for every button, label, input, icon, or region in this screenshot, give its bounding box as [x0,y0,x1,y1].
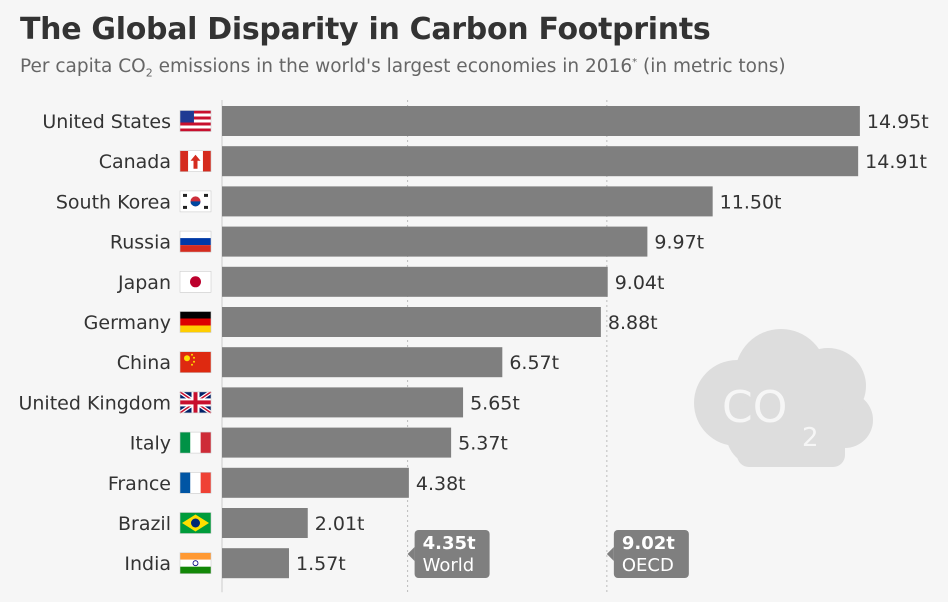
bar-row-russia: Russia 9.97t [110,226,704,257]
bar-row-france: France 4.38t [108,467,466,498]
bar-row-china: China 6.57t [117,347,559,378]
flag-kr-icon [179,190,212,213]
bar-row-brazil: Brazil 2.01t [118,508,365,538]
value-label-france: 4.38t [416,473,466,495]
bar-russia [222,226,648,257]
bar-canada [222,146,859,177]
chart-layer: United States 14.95t Canada 14.91t South Kor… [18,100,929,593]
bar-south-korea [222,186,713,217]
bar-row-south-korea: South Korea 11.50t [56,186,782,217]
value-label-japan: 9.04t [615,272,665,294]
category-label-india: India [124,553,171,575]
bar-japan [222,266,608,297]
bar-germany [222,307,601,337]
category-label-russia: Russia [110,232,171,254]
category-label-japan: Japan [117,272,171,294]
value-label-united-states: 14.95t [867,111,929,133]
reference-callout-name-world: World [423,555,475,576]
value-label-italy: 5.37t [458,433,508,455]
flag-de-icon [179,311,212,333]
category-label-france: France [108,473,171,495]
flag-br-icon [179,512,212,534]
flag-ca-icon [179,150,212,172]
subtitle-text-middle: emissions in the world's largest economi… [152,56,633,77]
value-label-germany: 8.88t [608,312,658,334]
reference-callout-pointer-oecd [606,547,614,561]
reference-callout-box-oecd [613,530,689,578]
bar-row-united-kingdom: United Kingdom 5.65t [18,387,520,418]
flag-ru-icon [179,230,212,253]
bar-row-italy: Italy 5.37t [130,427,508,458]
bar-row-india: India 1.57t [124,548,346,579]
bar-india [222,548,289,579]
value-label-russia: 9.97t [654,232,704,254]
bar-united-kingdom [222,387,464,418]
value-label-united-kingdom: 5.65t [470,392,520,414]
cloud-icon-co-label: CO [722,382,787,433]
bar-row-japan: Japan 9.04t [117,266,665,297]
subtitle-subscript: 2 [145,66,153,80]
flag-fr-icon [179,471,212,494]
subtitle-text-end: (in metric tons) [637,56,786,77]
chart-title: The Global Disparity in Carbon Footprint… [20,12,711,47]
category-label-united-states: United States [42,111,171,133]
value-label-brazil: 2.01t [315,513,365,535]
bar-italy [222,427,452,458]
bar-china [222,347,503,378]
bar-row-united-states: United States 14.95t [42,106,929,136]
category-label-south-korea: South Korea [56,191,171,213]
flag-gb-icon [178,390,213,415]
flag-in-icon [179,552,212,575]
flag-it-icon [179,431,212,454]
cloud-icon-subscript-label: 2 [802,423,819,453]
bar-row-germany: Germany 8.88t [84,307,658,337]
flag-jp-icon [179,270,212,293]
bar-france [222,467,409,498]
value-label-canada: 14.91t [865,151,927,173]
subtitle-superscript: * [632,56,638,68]
value-label-south-korea: 11.50t [720,191,782,213]
reference-callout-value-world: 4.35t [423,533,476,554]
category-label-germany: Germany [84,312,171,334]
value-label-china: 6.57t [509,352,559,374]
category-label-brazil: Brazil [118,513,171,535]
chart-subtitle: Per capita CO2 emissions in the world's … [20,56,786,80]
bar-united-states [222,106,860,136]
reference-callout-pointer-world [407,547,415,561]
reference-callout-value-oecd: 9.02t [622,533,675,554]
subtitle-text-start: Per capita CO [20,56,146,77]
reference-callout-name-oecd: OECD [622,555,674,576]
category-label-china: China [117,352,171,374]
flag-us-icon [179,110,212,132]
cloud-icon: CO 2 [694,329,873,467]
bar-brazil [222,508,308,538]
category-label-united-kingdom: United Kingdom [18,392,171,414]
category-label-italy: Italy [130,433,171,455]
flag-cn-icon [179,351,212,374]
value-label-india: 1.57t [296,553,346,575]
category-label-canada: Canada [99,151,171,173]
reference-callout-box-world [414,530,490,578]
bar-row-canada: Canada 14.91t [99,146,927,177]
